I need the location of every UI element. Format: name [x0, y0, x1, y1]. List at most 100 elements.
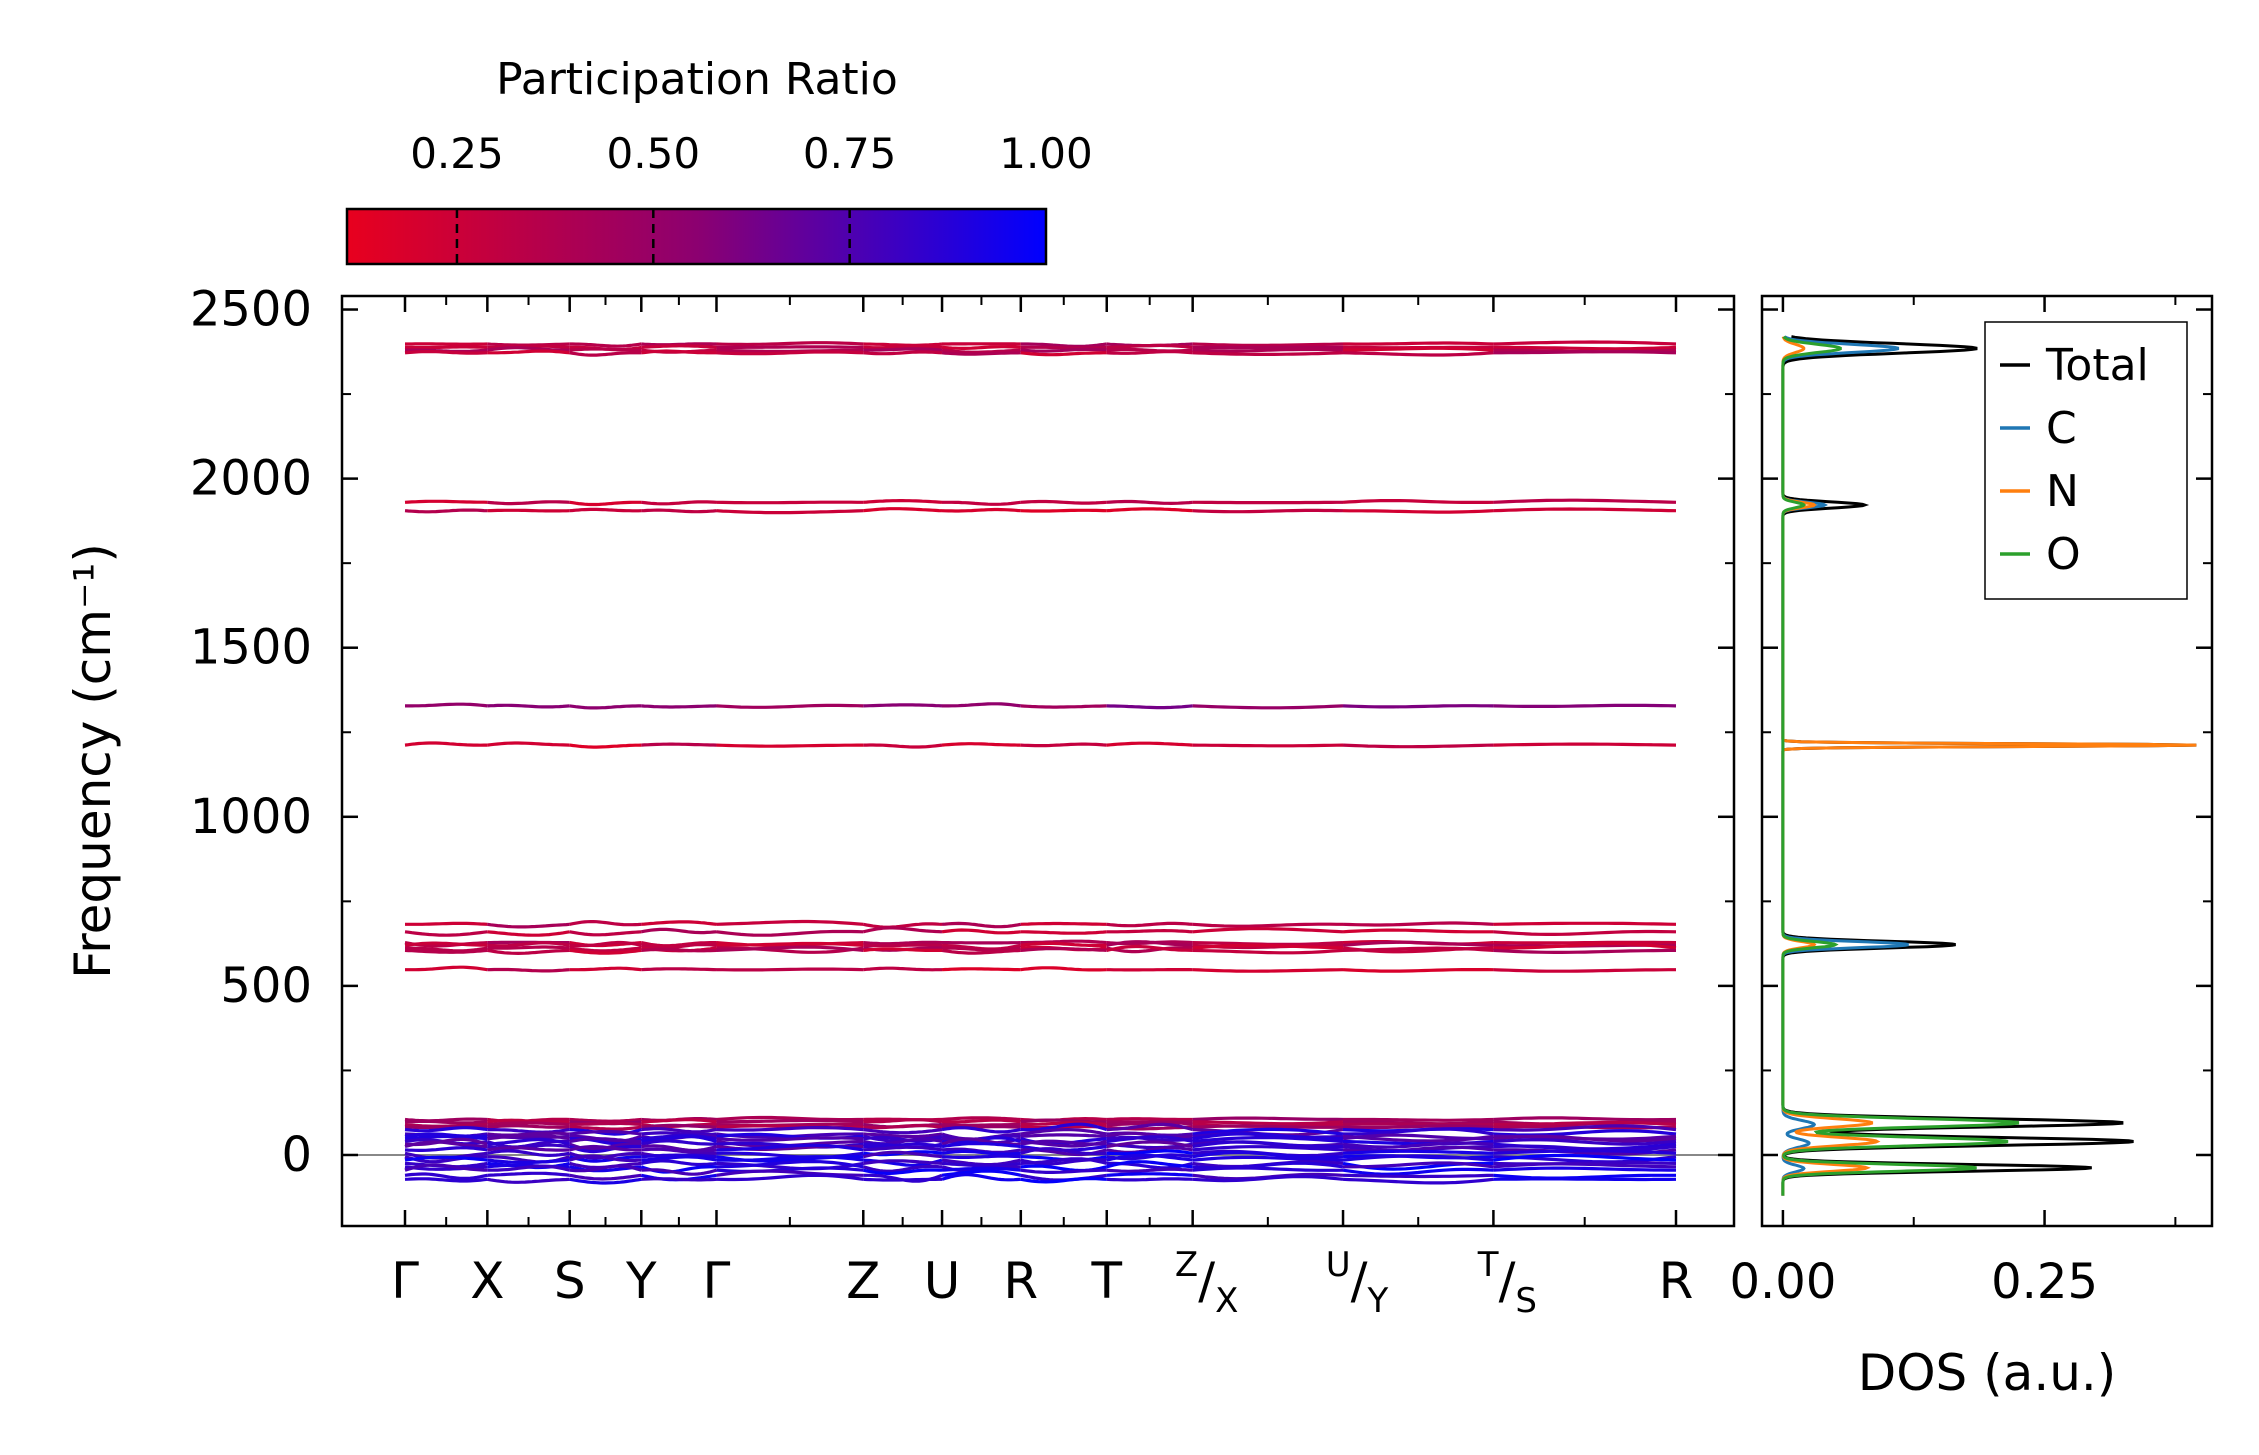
band-line	[941, 1166, 1021, 1172]
band-line	[1106, 944, 1193, 952]
band-line	[1020, 939, 1107, 945]
band-line	[487, 1158, 570, 1165]
band-line	[863, 347, 943, 352]
band-line	[863, 344, 943, 350]
band-line	[863, 1145, 943, 1152]
band-line	[863, 350, 943, 356]
band-line	[941, 348, 1021, 354]
band-line	[1342, 928, 1494, 934]
band-line	[487, 1137, 571, 1146]
band-line	[641, 1147, 717, 1154]
colorbar-tick-label: 0.75	[803, 129, 897, 178]
band-line	[941, 928, 1021, 935]
band-line	[1342, 940, 1494, 947]
kpoint-label-slash: /	[1499, 1252, 1516, 1310]
band-kpoint-labels: Γ X S Y Γ Z U R T Z/XU/YT/S R	[391, 1245, 1693, 1321]
band-line	[863, 743, 943, 749]
band-line	[716, 341, 864, 347]
kpoint-label-sup: U	[1326, 1245, 1351, 1285]
band-line	[1342, 921, 1494, 927]
band-line	[941, 1169, 1022, 1177]
band-line	[1020, 342, 1107, 349]
band-line	[1343, 1124, 1494, 1130]
band-line	[1342, 1141, 1494, 1149]
band-line	[942, 702, 1021, 708]
band-line	[716, 1126, 864, 1132]
band-line	[569, 507, 642, 513]
frequency-tick-label: 1500	[190, 620, 312, 676]
band-line	[863, 507, 943, 513]
band-line	[569, 930, 642, 937]
band-line	[1192, 351, 1344, 356]
band-line	[1020, 508, 1107, 513]
dos-curves	[1781, 335, 2197, 1196]
phonon-bands	[404, 340, 1677, 1185]
band-line	[569, 351, 642, 357]
band-line	[716, 1169, 864, 1177]
band-line	[1106, 1149, 1193, 1156]
kpoint-label-sub: Y	[1367, 1281, 1389, 1321]
band-line	[1106, 940, 1193, 947]
colorbar-tick-label: 1.00	[999, 129, 1093, 178]
band-line	[716, 1155, 864, 1162]
band-line	[1192, 1155, 1344, 1162]
band-line	[716, 967, 864, 972]
band-line	[487, 1171, 570, 1177]
dos-legend: Total CNO	[1984, 321, 2188, 600]
dos-frequency-ticks	[1762, 308, 2212, 1157]
band-line	[569, 704, 642, 710]
band-line	[569, 1117, 642, 1123]
kpoint-label: R	[1003, 1252, 1038, 1310]
band-line	[641, 349, 717, 355]
band-line	[487, 967, 570, 973]
kpoint-label: Z/X	[1175, 1245, 1238, 1321]
band-line	[404, 1134, 488, 1141]
band-line	[1493, 929, 1677, 936]
band-line	[641, 1127, 717, 1134]
kpoint-label: Z	[846, 1252, 880, 1310]
band-line	[863, 1128, 943, 1135]
dos-panel-frame	[1760, 294, 2214, 1228]
colorbar-gradient	[345, 207, 1048, 266]
band-line	[941, 1126, 1022, 1134]
frequency-axis-ticks: 0 500 1000 1500 2000 2500	[190, 282, 1734, 1183]
band-line	[941, 507, 1021, 513]
band-line	[1106, 350, 1193, 355]
band-line	[569, 1155, 642, 1163]
band-line	[863, 947, 942, 952]
band-line	[569, 940, 642, 948]
dos-axis-ticks: 0.00 0.25	[1729, 296, 2177, 1310]
kpoint-label: Y	[625, 1252, 657, 1310]
dos-tick-label: 0.25	[1991, 1254, 2098, 1310]
colorbar-tick-labels: 0.25 0.50 0.75 1.00	[410, 129, 1093, 178]
band-line	[487, 741, 570, 747]
band-line	[569, 948, 642, 955]
band-line	[941, 1141, 1021, 1149]
band-line	[487, 1164, 571, 1172]
legend-label: Total	[2045, 340, 2149, 391]
band-line	[1106, 741, 1193, 747]
band-line	[1192, 1116, 1344, 1122]
band-line	[1106, 507, 1193, 513]
band-line	[1020, 1139, 1107, 1146]
band-line	[641, 1177, 717, 1182]
band-line	[1493, 921, 1677, 926]
band-line	[1343, 1127, 1494, 1136]
frequency-tick-label: 500	[220, 958, 312, 1014]
band-line	[1192, 704, 1344, 710]
band-line	[1020, 1157, 1108, 1165]
band-line	[716, 929, 864, 937]
band-line	[569, 1129, 642, 1136]
colorbar-title: Participation Ratio	[496, 54, 898, 105]
band-line	[487, 1177, 570, 1184]
band-line	[404, 499, 488, 504]
band-line	[1493, 742, 1677, 747]
band-line	[1493, 968, 1676, 973]
band-line	[1342, 509, 1494, 514]
band-line	[1342, 743, 1494, 749]
band-line	[716, 945, 864, 952]
kpoint-label-sup: T	[1477, 1245, 1499, 1285]
kpoint-label: Γ	[391, 1252, 419, 1310]
band-line	[640, 941, 717, 948]
band-line	[569, 1164, 642, 1173]
